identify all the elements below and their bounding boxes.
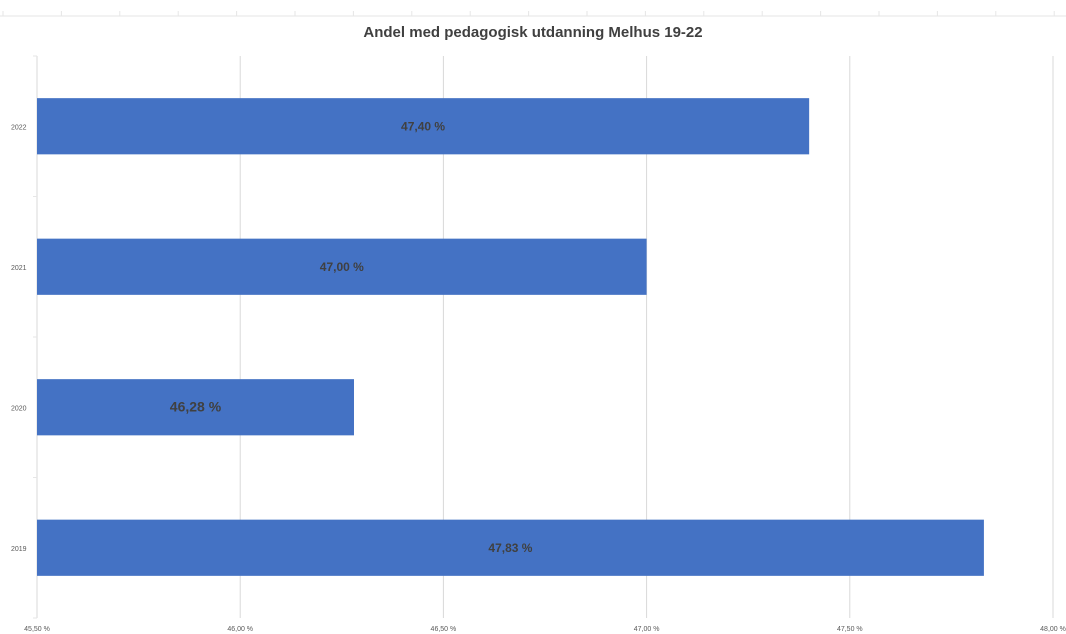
chart-title: Andel med pedagogisk utdanning Melhus 19… <box>363 24 703 41</box>
bar-2022 <box>37 98 810 155</box>
data-labels: 47,40 % 47,00 % 46,28 % 47,83 % <box>170 119 533 555</box>
x-axis-tick-labels: 45,50 % 46,00 % 46,50 % 47,00 % 47,50 % 48,00… <box>24 626 1066 633</box>
x-tick-label: 47,50 % <box>837 626 863 633</box>
category-label-2019: 2019 <box>11 546 27 553</box>
bars <box>37 98 984 576</box>
x-tick-label: 47,00 % <box>634 626 660 633</box>
category-label-2022: 2022 <box>11 124 27 131</box>
category-label-2020: 2020 <box>11 405 27 412</box>
data-label-2019: 47,83 % <box>488 541 532 555</box>
category-labels: 2022 2021 2020 2019 <box>11 124 27 553</box>
data-label-2020: 46,28 % <box>170 398 222 414</box>
data-label-2022: 47,40 % <box>401 119 445 133</box>
data-label-2021: 47,00 % <box>320 260 364 274</box>
x-tick-label: 48,00 % <box>1040 626 1066 633</box>
bar-2021 <box>37 238 647 295</box>
bar-2019 <box>37 519 984 576</box>
x-tick-label: 46,50 % <box>431 626 457 633</box>
x-tick-label: 46,00 % <box>227 626 253 633</box>
x-tick-label: 45,50 % <box>24 626 50 633</box>
category-label-2021: 2021 <box>11 265 27 272</box>
top-border-ticks <box>0 11 1066 17</box>
bar-2020 <box>37 379 354 436</box>
